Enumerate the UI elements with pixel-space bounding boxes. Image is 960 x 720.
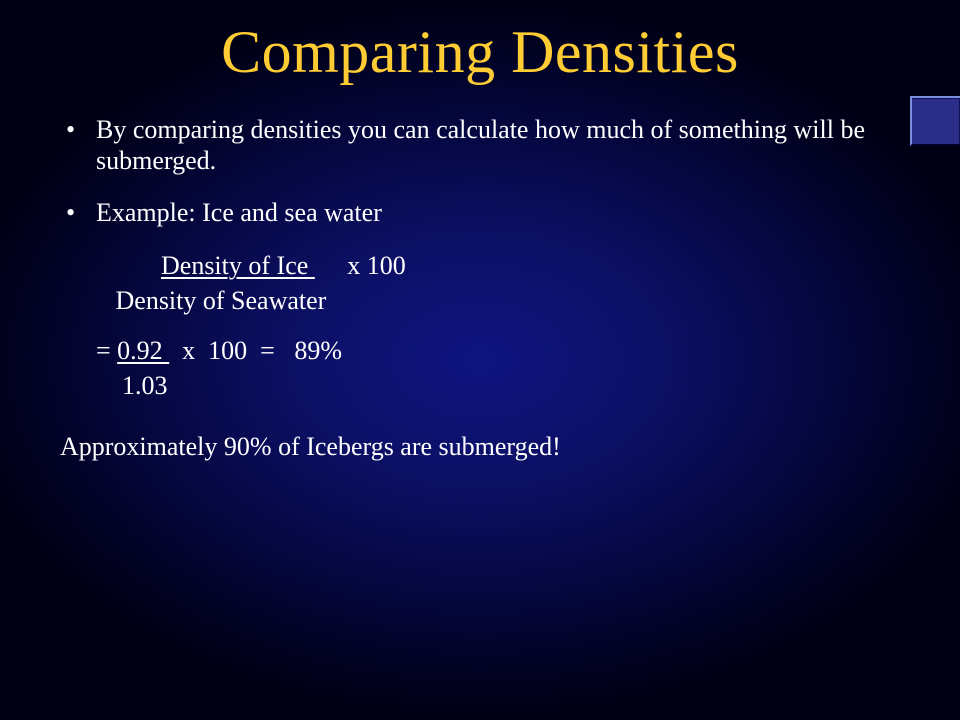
calc-numerator: 0.92 (117, 336, 169, 365)
bullet-item-2: Example: Ice and sea water (60, 198, 900, 229)
calc-result: x 100 = 89% (169, 336, 342, 365)
slide-body: By comparing densities you can calculate… (0, 87, 960, 462)
conclusion-line: Approximately 90% of Icebergs are submer… (60, 432, 900, 463)
bullet-list: By comparing densities you can calculate… (60, 115, 900, 229)
formula-denominator-line: Density of Seawater (60, 286, 900, 317)
calculation-top-line: = 0.92 x 100 = 89% (60, 336, 900, 367)
formula-lead-space (96, 251, 161, 280)
formula-numerator-line: Density of Ice x 100 (60, 251, 900, 282)
spacer (60, 406, 900, 432)
calculation-bottom-line: 1.03 (60, 371, 900, 402)
formula-times-100: x 100 (315, 251, 406, 280)
slide: Comparing Densities By comparing densiti… (0, 0, 960, 720)
bullet-item-1: By comparing densities you can calculate… (60, 115, 900, 176)
decorative-square (910, 96, 960, 146)
spacer (60, 320, 900, 336)
formula-numerator: Density of Ice (161, 251, 315, 280)
calc-equals: = (96, 336, 117, 365)
slide-title: Comparing Densities (0, 0, 960, 87)
